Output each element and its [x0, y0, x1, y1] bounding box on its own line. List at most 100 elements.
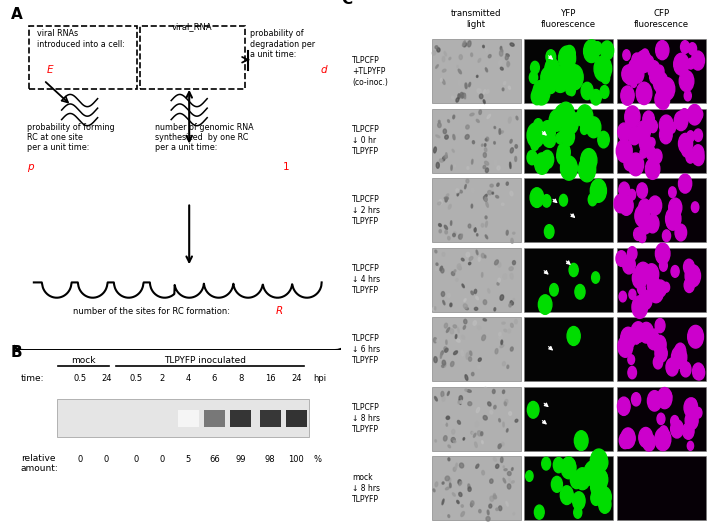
Text: TLPCFP
↓ 4 hrs
TLPYFP: TLPCFP ↓ 4 hrs TLPYFP [352, 264, 380, 295]
Circle shape [660, 126, 672, 144]
Bar [432, 39, 520, 104]
Circle shape [594, 470, 608, 490]
Ellipse shape [438, 123, 441, 128]
Ellipse shape [444, 155, 447, 158]
Circle shape [567, 162, 577, 176]
Circle shape [674, 53, 689, 75]
Ellipse shape [494, 160, 497, 166]
Ellipse shape [442, 421, 445, 424]
Ellipse shape [441, 351, 444, 355]
Ellipse shape [477, 326, 481, 329]
Bar [178, 410, 199, 427]
Bar [616, 109, 705, 173]
Ellipse shape [476, 464, 479, 468]
Circle shape [644, 264, 658, 285]
Text: 5: 5 [186, 454, 191, 464]
Ellipse shape [508, 478, 510, 482]
Bar [616, 248, 705, 312]
Circle shape [695, 407, 702, 418]
Bar [432, 317, 520, 381]
Ellipse shape [463, 438, 465, 440]
Ellipse shape [499, 335, 502, 339]
Bar [524, 178, 613, 243]
Circle shape [617, 397, 630, 415]
Text: CFP
fluorescence: CFP fluorescence [634, 9, 689, 29]
Ellipse shape [468, 402, 472, 406]
Circle shape [557, 102, 574, 127]
Text: 6: 6 [212, 373, 218, 382]
Ellipse shape [458, 266, 461, 270]
Ellipse shape [447, 120, 449, 122]
Ellipse shape [481, 223, 483, 227]
Circle shape [541, 150, 554, 169]
Circle shape [545, 132, 555, 147]
Ellipse shape [447, 293, 450, 298]
Ellipse shape [483, 196, 487, 201]
Ellipse shape [456, 501, 459, 504]
Ellipse shape [479, 257, 480, 262]
Ellipse shape [435, 150, 437, 153]
Ellipse shape [504, 329, 507, 332]
Ellipse shape [469, 357, 471, 361]
Circle shape [584, 461, 602, 486]
Ellipse shape [459, 400, 461, 404]
Circle shape [686, 150, 695, 163]
Circle shape [591, 477, 604, 496]
Circle shape [621, 327, 636, 349]
Ellipse shape [499, 363, 501, 366]
Ellipse shape [479, 358, 481, 361]
Ellipse shape [499, 444, 502, 447]
Ellipse shape [511, 238, 513, 243]
Ellipse shape [497, 166, 500, 170]
Ellipse shape [510, 347, 513, 351]
Ellipse shape [445, 231, 447, 234]
Circle shape [561, 457, 576, 479]
Ellipse shape [511, 481, 514, 483]
Ellipse shape [489, 504, 492, 508]
Circle shape [691, 51, 705, 70]
Text: 0: 0 [104, 454, 109, 464]
Circle shape [683, 423, 694, 439]
Ellipse shape [450, 303, 452, 306]
Ellipse shape [513, 260, 515, 265]
Ellipse shape [475, 422, 479, 427]
Circle shape [655, 285, 664, 299]
Bar [524, 317, 613, 381]
Circle shape [545, 225, 554, 238]
Ellipse shape [481, 272, 483, 277]
Ellipse shape [464, 94, 466, 99]
Ellipse shape [469, 257, 473, 260]
Ellipse shape [442, 397, 445, 401]
Ellipse shape [451, 96, 454, 99]
Ellipse shape [486, 47, 487, 52]
Ellipse shape [497, 282, 499, 285]
Bar [204, 410, 225, 427]
Ellipse shape [444, 225, 447, 230]
Circle shape [647, 332, 660, 350]
Ellipse shape [503, 422, 504, 427]
Ellipse shape [439, 159, 443, 162]
Circle shape [659, 426, 668, 438]
Circle shape [678, 174, 692, 193]
Ellipse shape [442, 157, 445, 161]
Circle shape [570, 471, 582, 488]
Circle shape [590, 179, 606, 202]
Circle shape [535, 153, 550, 174]
Ellipse shape [464, 299, 466, 302]
Circle shape [631, 78, 637, 87]
Circle shape [692, 145, 704, 162]
Ellipse shape [493, 495, 496, 499]
Ellipse shape [472, 432, 474, 435]
Ellipse shape [470, 113, 474, 116]
Ellipse shape [493, 458, 496, 461]
Circle shape [646, 214, 659, 233]
Text: 8: 8 [238, 373, 243, 382]
Ellipse shape [445, 476, 449, 481]
Ellipse shape [476, 119, 479, 122]
Circle shape [562, 457, 576, 476]
Ellipse shape [466, 253, 470, 257]
Circle shape [596, 470, 607, 486]
Circle shape [575, 285, 585, 299]
FancyBboxPatch shape [11, 7, 348, 350]
Circle shape [579, 110, 592, 129]
